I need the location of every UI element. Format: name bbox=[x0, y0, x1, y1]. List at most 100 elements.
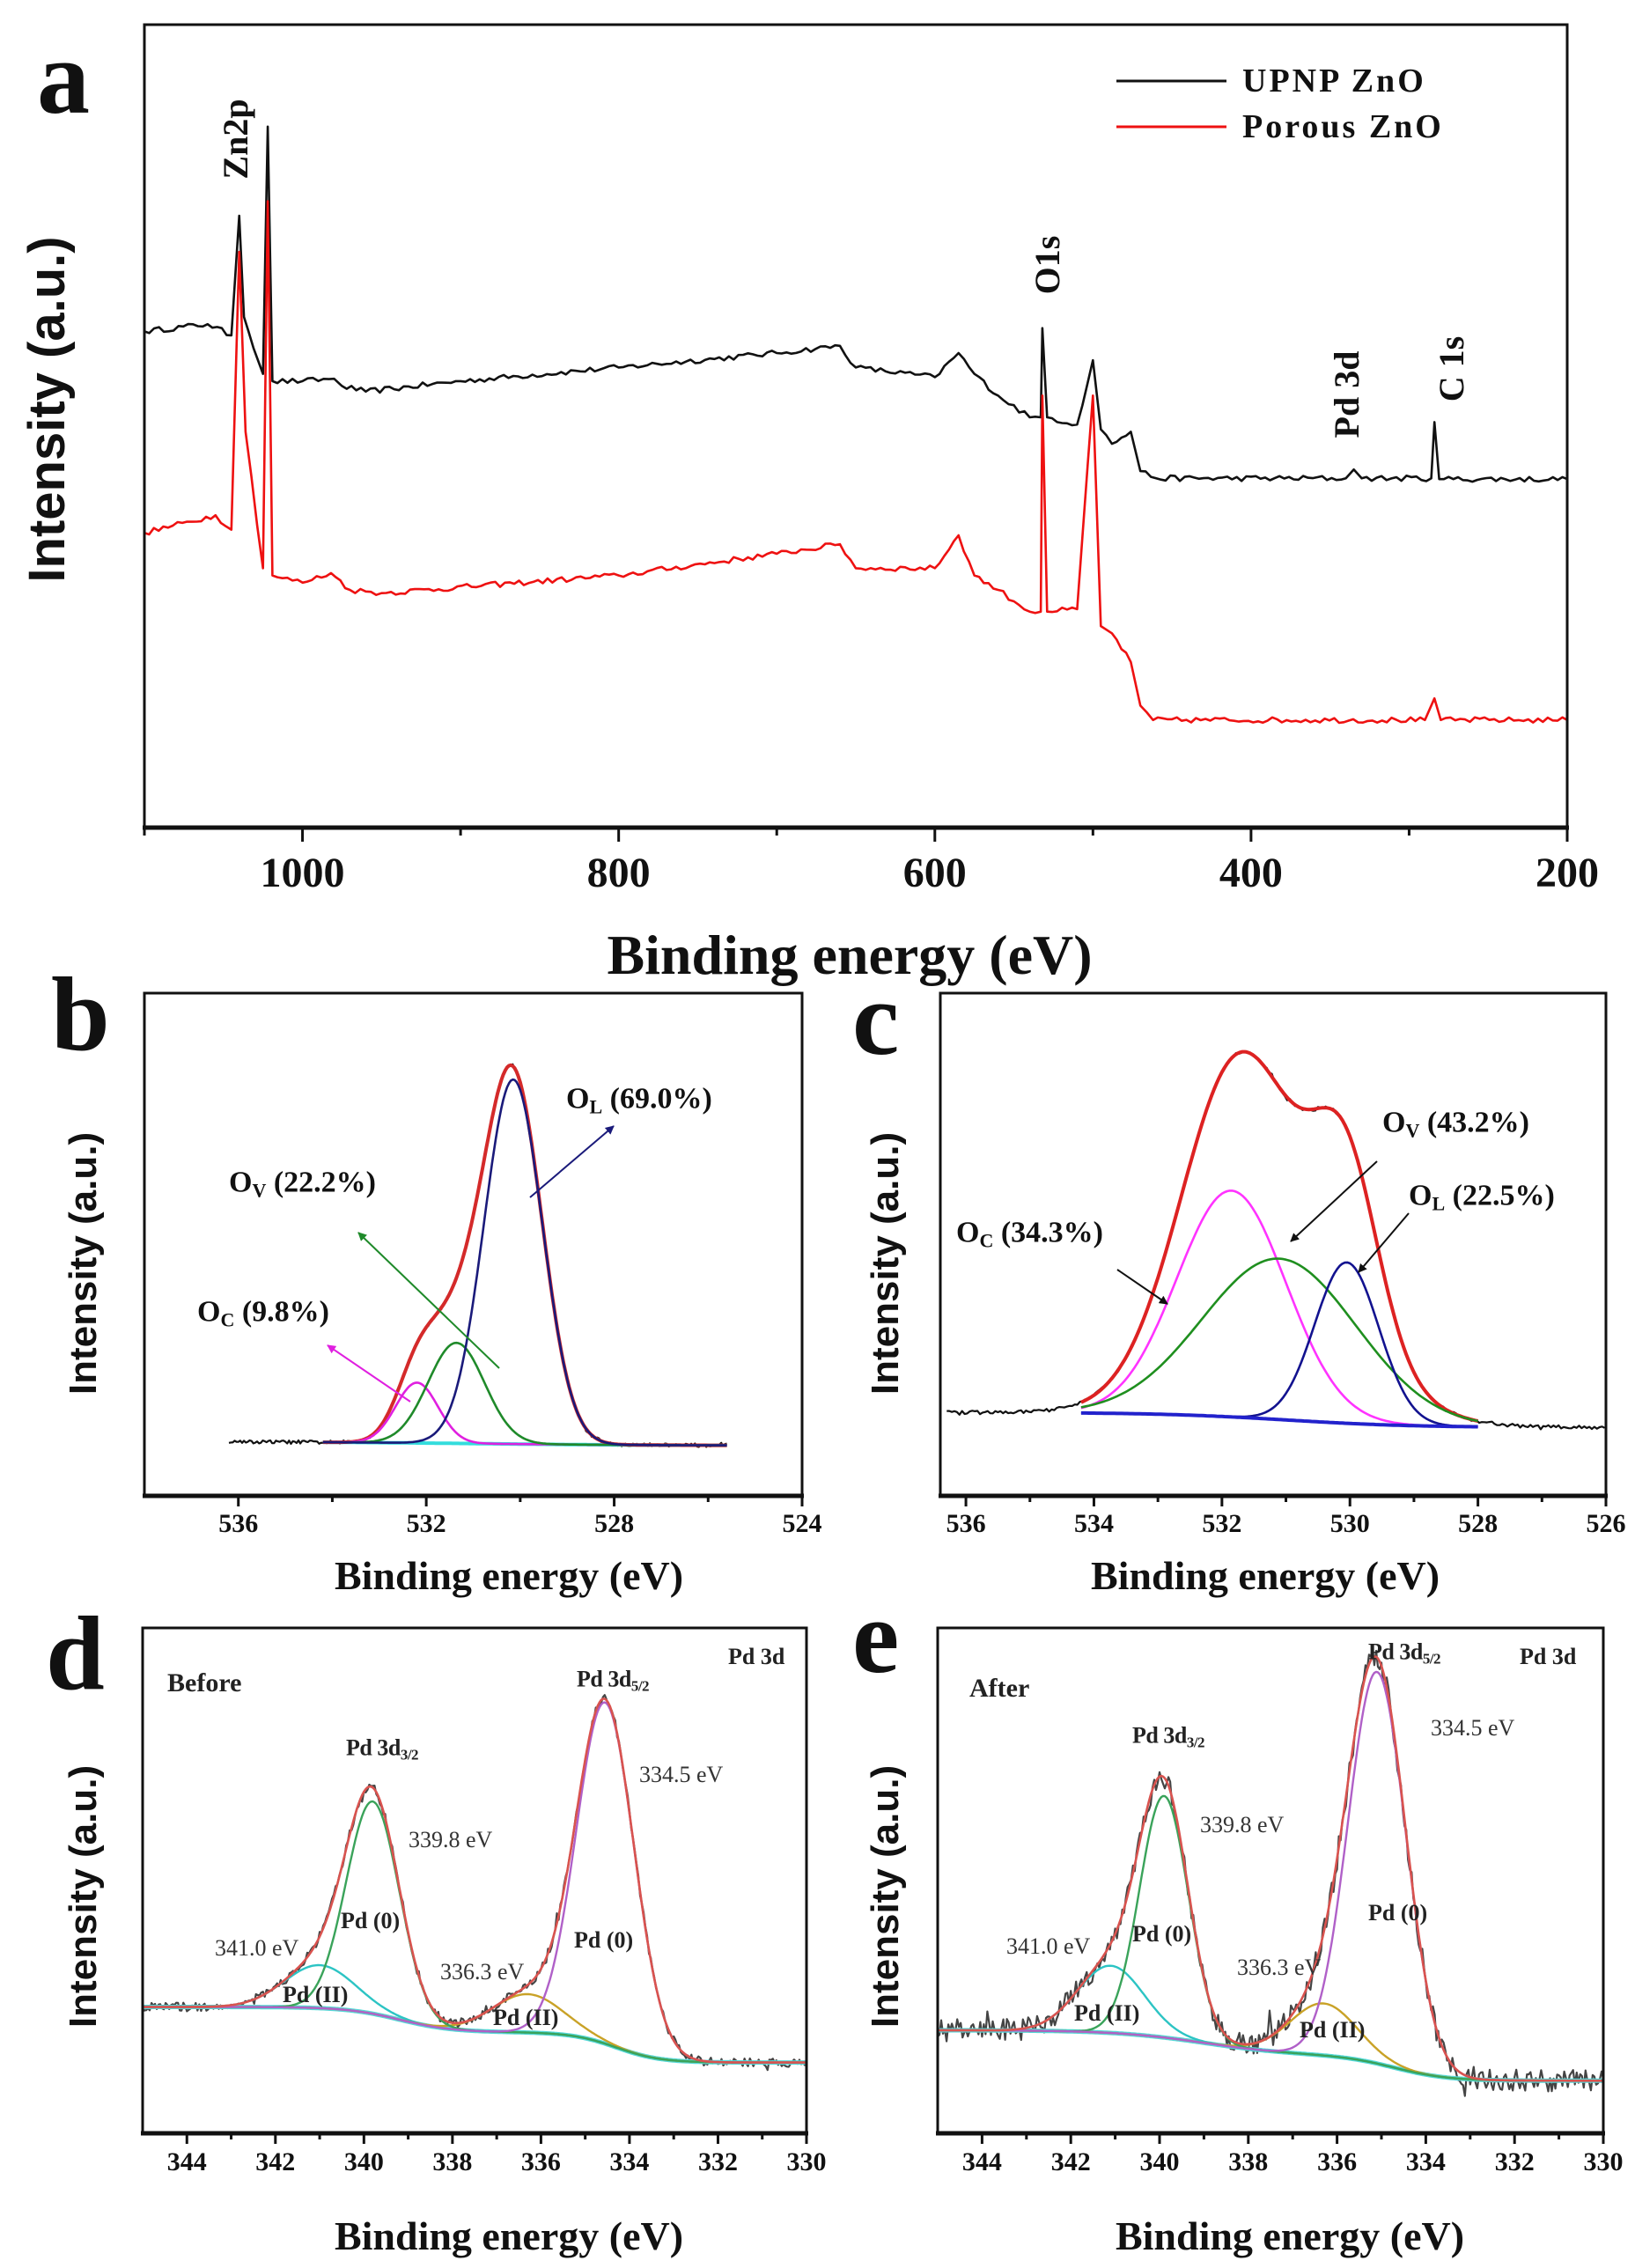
x-tick-label: 344 bbox=[167, 2147, 207, 2176]
energy-label-pdii-32-e: 341.0 eV bbox=[1006, 1933, 1091, 1959]
annotation-main: O bbox=[1409, 1179, 1432, 1212]
x-tick-label: 340 bbox=[344, 2147, 384, 2176]
panel-d: 344 342 340 338 336 334 332 330 bbox=[141, 1626, 827, 2176]
panel-e: 344 342 340 338 336 334 332 330 bbox=[936, 1626, 1624, 2176]
x-tick-label: 334 bbox=[609, 2147, 649, 2176]
annotation-main: O bbox=[956, 1216, 980, 1249]
raw-spectrum-line bbox=[143, 1694, 806, 2072]
x-tick-label: 536 bbox=[946, 1509, 986, 1538]
element-label-e: Pd 3d bbox=[1520, 1644, 1577, 1669]
label-sub: 5/2 bbox=[1422, 1650, 1441, 1668]
axes-frame bbox=[141, 1626, 808, 2135]
x-tick-label: 534 bbox=[1074, 1509, 1114, 1538]
fit-envelope-line bbox=[1080, 1049, 1479, 1423]
pdii-label-52-d: Pd (II) bbox=[493, 2005, 559, 2030]
y-axis-title-a: Intensity (a.u.) bbox=[18, 236, 76, 583]
label-main: Pd 3d bbox=[1368, 1638, 1423, 1665]
label-sub: 3/2 bbox=[400, 1746, 419, 1764]
background-line bbox=[143, 2005, 806, 2066]
arrow-ol-b bbox=[529, 1125, 615, 1198]
y-axis-title-c: Intensity (a.u.) bbox=[864, 1131, 907, 1395]
pdii-label-32-d: Pd (II) bbox=[283, 1982, 349, 2007]
axes-frame bbox=[143, 991, 804, 1498]
component-o-l bbox=[322, 1078, 727, 1447]
x-tick-label: 800 bbox=[587, 850, 651, 896]
plot-area bbox=[143, 1694, 806, 2072]
energy-label-pdii-32-d: 341.0 eV bbox=[215, 1935, 299, 1961]
x-tick-label: 332 bbox=[1495, 2147, 1535, 2176]
x-tick-label: 1000 bbox=[261, 850, 345, 896]
background-line bbox=[1080, 1410, 1478, 1429]
label-main: Pd 3d bbox=[577, 1666, 631, 1692]
annotation-main: O bbox=[1382, 1106, 1406, 1139]
x-tick-label: 340 bbox=[1140, 2147, 1180, 2176]
peak-label-zn2p: Zn2p bbox=[216, 99, 255, 180]
annotation-main: O bbox=[197, 1295, 221, 1329]
pd0-label-32-d: Pd (0) bbox=[341, 1908, 401, 1933]
annotation-ov-b: OV (22.2%) bbox=[229, 1166, 376, 1202]
energy-label-3d52-e: 334.5 eV bbox=[1431, 1715, 1515, 1741]
x-tick-label: 330 bbox=[787, 2147, 827, 2176]
y-axis-title-e: Intensity (a.u.) bbox=[864, 1764, 907, 2029]
peak-label-3d52-e: Pd 3d5/2 bbox=[1368, 1638, 1441, 1668]
x-tick-label: 338 bbox=[1228, 2147, 1268, 2176]
annotation-oc-b: OC (9.8%) bbox=[197, 1295, 329, 1331]
y-axis-title-d: Intensity (a.u.) bbox=[62, 1764, 105, 2029]
label-main: Pd 3d bbox=[1132, 1722, 1187, 1749]
x-tick-label: 400 bbox=[1219, 850, 1283, 896]
legend-label-upnp: UPNP ZnO bbox=[1242, 63, 1426, 99]
element-label-d: Pd 3d bbox=[728, 1644, 785, 1669]
annotation-sub: L bbox=[1432, 1192, 1446, 1215]
panel-label-c: c bbox=[852, 960, 900, 1077]
annotation-value: (34.3%) bbox=[993, 1216, 1103, 1249]
annotation-ov-c: OV (43.2%) bbox=[1382, 1108, 1529, 1141]
x-axis-title-d: Binding energy (eV) bbox=[334, 2213, 684, 2258]
x-tick-label: 200 bbox=[1536, 850, 1599, 896]
peak-label-3d32-d: Pd 3d3/2 bbox=[346, 1736, 419, 1764]
plot-area bbox=[144, 125, 1567, 725]
panel-label-e: e bbox=[852, 1578, 900, 1695]
x-axis-title-b: Binding energy (eV) bbox=[334, 1553, 684, 1598]
annotation-ol-c: OL (22.5%) bbox=[1409, 1179, 1555, 1215]
raw-spectrum-line bbox=[938, 1647, 1603, 2097]
x-tick-label: 338 bbox=[432, 2147, 472, 2176]
energy-label-3d32-d: 339.8 eV bbox=[409, 1827, 493, 1852]
peak-label-3d52-d: Pd 3d5/2 bbox=[577, 1666, 650, 1694]
series-line-upnp-zno bbox=[144, 125, 1567, 483]
label-sub: 3/2 bbox=[1186, 1734, 1205, 1751]
x-axis-title-c: Binding energy (eV) bbox=[1090, 1553, 1440, 1598]
arrow-oc-b bbox=[327, 1344, 411, 1403]
x-axis-title-a: Binding energy (eV) bbox=[607, 924, 1093, 986]
panel-label-d: d bbox=[46, 1594, 105, 1712]
legend-label-porous: Porous ZnO bbox=[1242, 108, 1444, 145]
annotation-oc-c: OC (34.3%) bbox=[956, 1216, 1103, 1252]
x-tick-label: 530 bbox=[1330, 1509, 1370, 1538]
component-o-c bbox=[1080, 1189, 1478, 1428]
peak-label-o1s: O1s bbox=[1027, 235, 1067, 295]
energy-label-pdii-52-d: 336.3 eV bbox=[440, 1959, 525, 1984]
annotation-ol-b: OL (69.0%) bbox=[566, 1082, 712, 1117]
panel-label-a: a bbox=[37, 18, 90, 136]
annotation-sub: V bbox=[252, 1179, 267, 1202]
series-line-porous-zno bbox=[144, 200, 1567, 725]
annotation-sub: C bbox=[979, 1229, 994, 1252]
x-tick-label: 528 bbox=[1458, 1509, 1498, 1538]
annotation-value: (69.0%) bbox=[602, 1082, 712, 1116]
annotation-value: (22.2%) bbox=[266, 1166, 376, 1199]
x-tick-label: 336 bbox=[1317, 2147, 1357, 2176]
axes-frame bbox=[936, 1626, 1605, 2135]
annotation-value: (43.2%) bbox=[1419, 1106, 1529, 1139]
annotation-sub: C bbox=[220, 1308, 235, 1331]
component-o-v bbox=[1080, 1257, 1478, 1423]
fit-envelope-line bbox=[938, 1655, 1603, 2082]
energy-label-3d52-d: 334.5 eV bbox=[639, 1762, 724, 1787]
pd0-label-52-d: Pd (0) bbox=[574, 1927, 634, 1953]
x-tick-label: 524 bbox=[783, 1509, 822, 1538]
component-o-v bbox=[322, 1341, 727, 1447]
component-o-l bbox=[1080, 1261, 1478, 1428]
panel-b: 536 532 528 524 bbox=[143, 991, 822, 1538]
plot-area bbox=[938, 1647, 1603, 2097]
x-tick-label: 342 bbox=[255, 2147, 295, 2176]
x-axis-title-e: Binding energy (eV) bbox=[1115, 2213, 1465, 2258]
